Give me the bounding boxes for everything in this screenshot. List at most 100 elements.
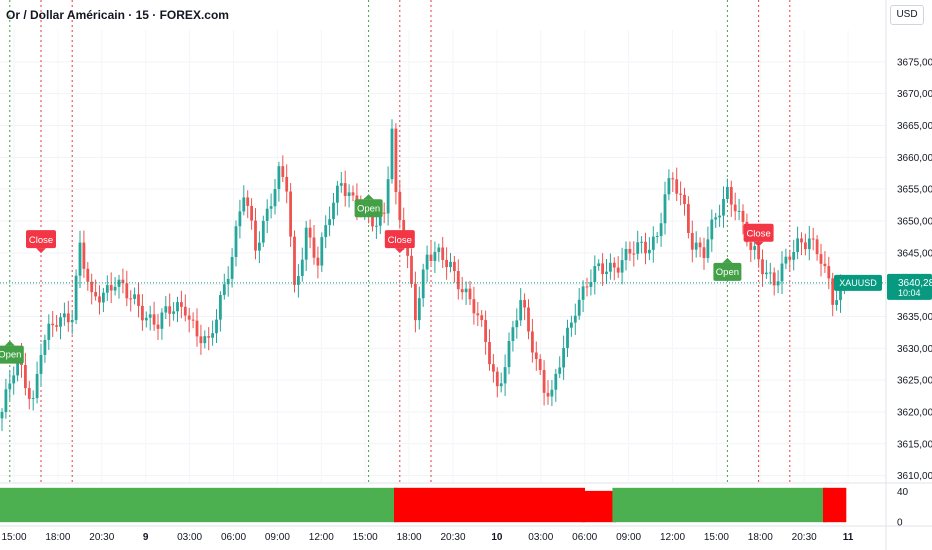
candle-body[interactable] xyxy=(191,319,195,321)
candle-body[interactable] xyxy=(12,375,16,384)
candle-body[interactable] xyxy=(105,285,109,293)
candle[interactable] xyxy=(831,272,835,317)
candle-body[interactable] xyxy=(187,315,191,320)
candle-body[interactable] xyxy=(398,192,402,220)
candle[interactable] xyxy=(648,237,651,261)
candle[interactable] xyxy=(663,181,667,235)
candle-body[interactable] xyxy=(0,411,4,419)
candle[interactable] xyxy=(398,180,402,229)
candle[interactable] xyxy=(55,315,58,332)
candle-body[interactable] xyxy=(558,367,562,374)
candle[interactable] xyxy=(429,241,433,266)
candle[interactable] xyxy=(141,294,144,331)
candle-body[interactable] xyxy=(90,281,94,293)
candle-body[interactable] xyxy=(659,223,663,236)
candle-body[interactable] xyxy=(246,197,250,206)
candle-body[interactable] xyxy=(562,348,565,368)
candle[interactable] xyxy=(222,273,226,300)
candle-body[interactable] xyxy=(784,256,788,264)
candle[interactable] xyxy=(308,219,312,249)
candle[interactable] xyxy=(133,287,136,305)
candle[interactable] xyxy=(476,302,480,327)
candle-body[interactable] xyxy=(47,323,51,340)
candle[interactable] xyxy=(655,232,659,244)
candle-body[interactable] xyxy=(523,300,526,308)
price-axis[interactable]: 3675,00 3670,00 3665,00 3660,00 3655,00 3650,… xyxy=(885,0,932,550)
candle-body[interactable] xyxy=(300,259,304,276)
candle[interactable] xyxy=(117,274,121,299)
candle[interactable] xyxy=(176,296,179,323)
candle-body[interactable] xyxy=(265,208,269,221)
candle-body[interactable] xyxy=(605,271,608,275)
candle[interactable] xyxy=(27,380,31,410)
candle[interactable] xyxy=(230,248,234,288)
candle-body[interactable] xyxy=(768,272,772,274)
candle-body[interactable] xyxy=(726,187,729,199)
candle[interactable] xyxy=(375,215,378,239)
candle-body[interactable] xyxy=(4,389,8,412)
candle-body[interactable] xyxy=(16,354,19,376)
candle[interactable] xyxy=(90,273,94,305)
candle[interactable] xyxy=(632,241,636,267)
candle[interactable] xyxy=(277,161,281,202)
candle[interactable] xyxy=(109,272,113,304)
candle-body[interactable] xyxy=(445,259,448,268)
candle[interactable] xyxy=(421,263,425,307)
candle-body[interactable] xyxy=(304,227,308,260)
candle[interactable] xyxy=(394,123,398,205)
candle-body[interactable] xyxy=(375,225,378,227)
candle[interactable] xyxy=(285,164,289,204)
candle-body[interactable] xyxy=(152,314,156,325)
candle-body[interactable] xyxy=(741,210,745,222)
candle[interactable] xyxy=(211,320,214,346)
candle[interactable] xyxy=(776,270,780,294)
candle-body[interactable] xyxy=(207,336,211,338)
candle-body[interactable] xyxy=(102,292,105,303)
candle[interactable] xyxy=(78,230,82,289)
candle-body[interactable] xyxy=(495,371,499,387)
candle[interactable] xyxy=(726,178,729,204)
candle[interactable] xyxy=(39,343,43,387)
candle-body[interactable] xyxy=(683,194,686,205)
candle-body[interactable] xyxy=(577,299,581,316)
candle-body[interactable] xyxy=(706,239,710,258)
candle-body[interactable] xyxy=(117,279,121,287)
candle-body[interactable] xyxy=(281,166,285,177)
candle[interactable] xyxy=(659,212,663,247)
candle[interactable] xyxy=(570,315,573,337)
candle-body[interactable] xyxy=(24,365,27,389)
candle-body[interactable] xyxy=(98,296,101,303)
candle-body[interactable] xyxy=(570,322,573,328)
candle[interactable] xyxy=(12,366,16,395)
currency-button[interactable]: USD xyxy=(890,5,924,25)
candle[interactable] xyxy=(499,372,503,393)
candle-body[interactable] xyxy=(550,389,554,397)
candle[interactable] xyxy=(203,330,207,349)
candle[interactable] xyxy=(293,230,296,293)
candle[interactable] xyxy=(729,180,733,217)
candle[interactable] xyxy=(589,269,593,296)
candle[interactable] xyxy=(261,215,265,248)
candle-body[interactable] xyxy=(410,255,413,284)
candle[interactable] xyxy=(297,264,300,298)
candle[interactable] xyxy=(43,334,47,363)
candle-body[interactable] xyxy=(277,166,281,190)
candle-body[interactable] xyxy=(831,278,835,305)
candle[interactable] xyxy=(667,169,671,201)
candle-body[interactable] xyxy=(242,197,246,212)
candle-body[interactable] xyxy=(698,242,702,248)
candle[interactable] xyxy=(733,192,737,221)
candle-body[interactable] xyxy=(328,219,331,226)
candle-body[interactable] xyxy=(554,373,558,390)
candle[interactable] xyxy=(113,277,117,296)
candle-body[interactable] xyxy=(129,298,133,300)
candle[interactable] xyxy=(312,225,316,265)
candle-body[interactable] xyxy=(31,398,35,400)
candle-body[interactable] xyxy=(788,256,792,260)
candle-body[interactable] xyxy=(86,268,90,282)
candle-body[interactable] xyxy=(620,260,624,273)
candle[interactable] xyxy=(835,288,838,311)
candle[interactable] xyxy=(453,256,456,283)
candle[interactable] xyxy=(238,199,242,239)
candle[interactable] xyxy=(449,253,452,273)
